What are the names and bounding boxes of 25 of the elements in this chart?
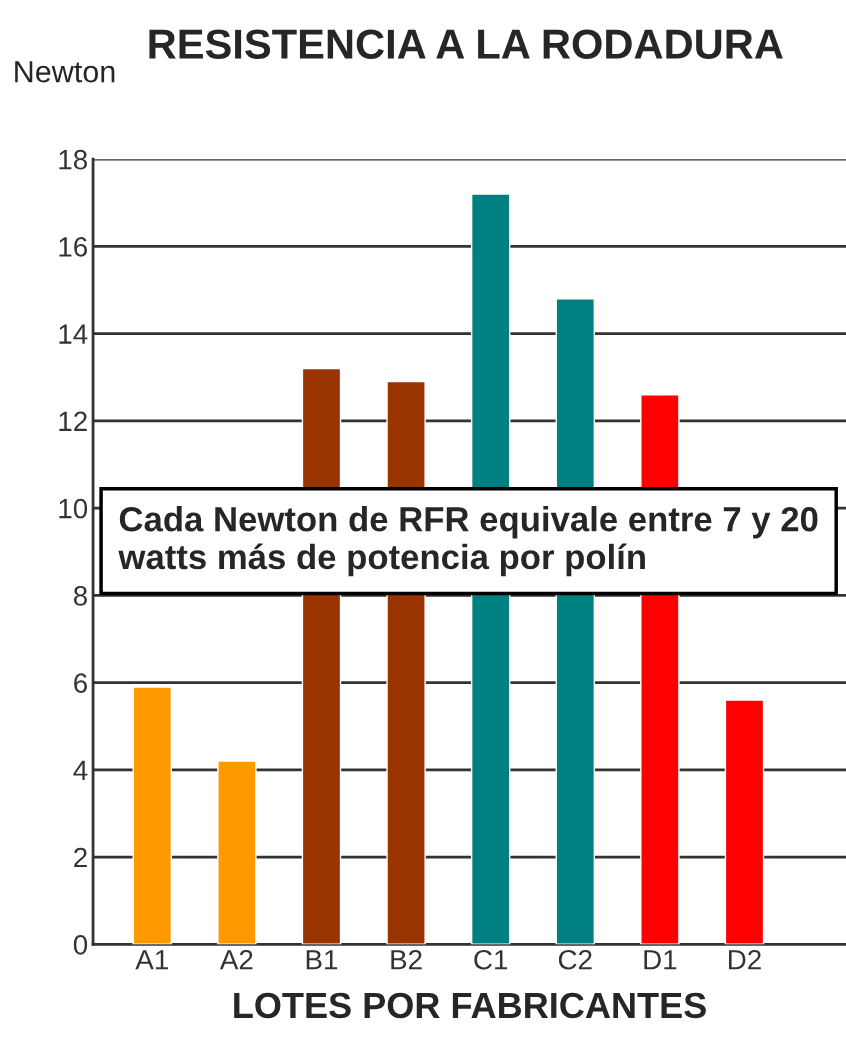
annotation: Cada Newton de RFR equivale entre 7 y 20 watts más de potencia por polín — [118, 506, 818, 577]
x-tick-label: B1 — [306, 950, 338, 970]
x-tick-label: C1 — [474, 949, 508, 970]
y-tick-label: 0 — [73, 934, 88, 955]
x-tick-label: C2 — [558, 949, 592, 970]
y-tick-label: 14 — [59, 324, 88, 344]
y-tick-label: 18 — [59, 149, 87, 170]
y-axis-title: Newton — [15, 61, 115, 83]
x-axis-title: LOTES POR FABRICANTES — [234, 992, 706, 1019]
x-tick-label: B2 — [391, 949, 422, 970]
y-tick-label: 16 — [59, 237, 87, 257]
chart-title: RESISTENCIA A LA RODADURA — [149, 29, 783, 59]
x-tick-label: A1 — [135, 950, 168, 970]
bar — [217, 760, 257, 945]
y-tick-label: 10 — [59, 498, 88, 519]
y-tick-label: 4 — [73, 760, 88, 780]
y-tick-label: 6 — [74, 673, 87, 693]
y-tick-label: 12 — [59, 411, 87, 431]
bar — [132, 686, 173, 945]
y-tick-label: 2 — [74, 847, 87, 868]
x-tick-label: D2 — [729, 949, 761, 970]
x-tick-label: D1 — [644, 950, 677, 970]
y-tick-label: 8 — [73, 586, 87, 606]
x-tick-label: A2 — [219, 949, 253, 970]
bar — [724, 699, 765, 945]
